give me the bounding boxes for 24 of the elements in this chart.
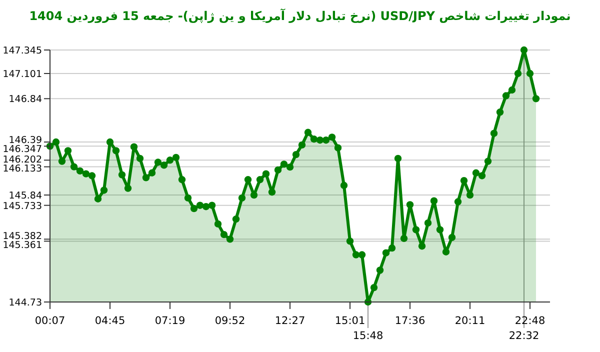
y-tick-label: 145.361 bbox=[2, 240, 42, 252]
y-tick-label: 146.84 bbox=[8, 94, 42, 106]
x-tick-label: 04:45 bbox=[94, 315, 126, 327]
y-tick-label: 147.345 bbox=[2, 46, 42, 56]
y-tick-label: 146.202 bbox=[2, 154, 42, 166]
x-tick-label: 07:19 bbox=[154, 315, 186, 327]
x-tick-label: 20:11 bbox=[454, 315, 486, 327]
chart-title: نمودار تغییرات شاخص USD/JPY (نرخ تبادل دلار آمریکا و ین ژاپن)- جمعه 15 فروردین 1404 bbox=[29, 8, 571, 23]
y-tick-label: 145.733 bbox=[2, 200, 42, 212]
y-tick-label: 145.84 bbox=[8, 190, 42, 202]
y-tick-label: 147.101 bbox=[2, 69, 42, 80]
x-tick-label: 09:52 bbox=[214, 315, 246, 327]
y-tick-label: 146.39 bbox=[8, 135, 42, 146]
y-tick-label: 146.347 bbox=[2, 144, 42, 156]
annotation: 22:32 bbox=[508, 330, 540, 342]
x-tick-label: 22:48 bbox=[514, 315, 546, 327]
x-tick-label: 12:27 bbox=[274, 315, 306, 327]
x-tick-label: 17:36 bbox=[394, 315, 426, 327]
annotation: 15:48 bbox=[352, 330, 384, 342]
y-tick-label: 145.382 bbox=[2, 231, 42, 242]
y-tick-label: 146.133 bbox=[2, 163, 42, 174]
y-tick-label: 144.73 bbox=[8, 298, 42, 308]
x-tick-label: 15:01 bbox=[334, 315, 366, 327]
x-tick-label: 00:07 bbox=[34, 315, 66, 327]
